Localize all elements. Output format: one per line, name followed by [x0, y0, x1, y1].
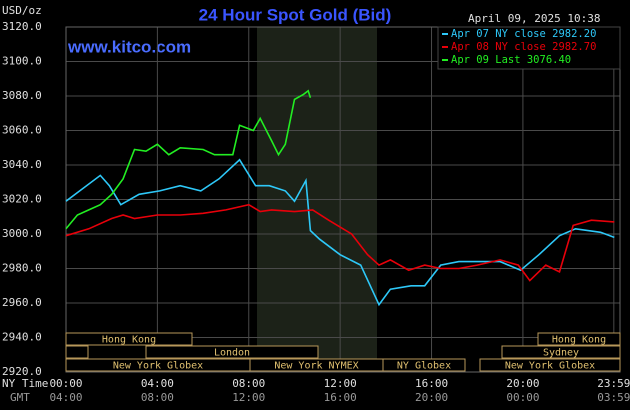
legend-label: Apr 07 NY close 2982.20	[451, 28, 596, 40]
y-tick-label: 3040.0	[2, 158, 42, 171]
legend-label: Apr 08 NY close 2982.70	[451, 41, 596, 53]
unit-label: USD/oz	[2, 4, 42, 17]
legend-box	[437, 26, 621, 70]
session-label: Hong Kong	[552, 335, 606, 346]
gmt-tick-label: 00:00	[506, 391, 539, 404]
x-tick-label: 08:00	[232, 377, 265, 390]
gmt-tick-label: 03:59	[597, 391, 630, 404]
x-tick-label: 20:00	[506, 377, 539, 390]
session-box	[65, 345, 89, 359]
x-tick-label: 12:00	[324, 377, 357, 390]
y-tick-label: 2940.0	[2, 331, 42, 344]
session-label: Hong Kong	[102, 335, 156, 346]
gmt-tick-label: 20:00	[415, 391, 448, 404]
timestamp: April 09, 2025 10:38	[468, 12, 600, 25]
gmt-tick-label: 04:00	[49, 391, 82, 404]
y-tick-label: 3100.0	[2, 55, 42, 68]
gmt-tick-label: 16:00	[324, 391, 357, 404]
series-line	[65, 203, 615, 282]
session-label: NY Globex	[397, 361, 451, 372]
session-label: New York Globex	[113, 361, 203, 372]
session-box	[382, 358, 466, 372]
plot-border	[65, 26, 621, 373]
website: www.kitco.com	[67, 37, 191, 56]
session-label: New York NYMEX	[274, 361, 358, 372]
y-tick-label: 2960.0	[2, 296, 42, 309]
chart-title: 24 Hour Spot Gold (Bid)	[199, 5, 392, 24]
x2-axis-label: GMT	[10, 391, 30, 404]
legend-label: Apr 09 Last 3076.40	[451, 54, 571, 66]
session-box	[479, 358, 621, 372]
y-tick-label: 3080.0	[2, 89, 42, 102]
y-tick-label: 3060.0	[2, 124, 42, 137]
session-label: London	[214, 348, 250, 359]
x-tick-label: 00:00	[49, 377, 82, 390]
series-line	[65, 158, 615, 307]
session-label: Sydney	[543, 348, 579, 359]
x-tick-label: 23:59	[597, 377, 630, 390]
y-tick-label: 3120.0	[2, 20, 42, 33]
session-label: New York Globex	[505, 361, 595, 372]
y-tick-label: 3020.0	[2, 193, 42, 206]
x-tick-label: 04:00	[141, 377, 174, 390]
x-tick-label: 16:00	[415, 377, 448, 390]
y-tick-label: 2980.0	[2, 262, 42, 275]
gmt-tick-label: 12:00	[232, 391, 265, 404]
x-axis-label: NY Time	[2, 377, 48, 390]
session-box	[65, 332, 193, 346]
series-line	[65, 89, 312, 230]
y-tick-label: 3000.0	[2, 227, 42, 240]
gmt-tick-label: 08:00	[141, 391, 174, 404]
session-box	[501, 345, 621, 359]
session-box	[537, 332, 621, 346]
y-tick-label: 2920.0	[2, 365, 42, 378]
session-box	[145, 345, 319, 359]
